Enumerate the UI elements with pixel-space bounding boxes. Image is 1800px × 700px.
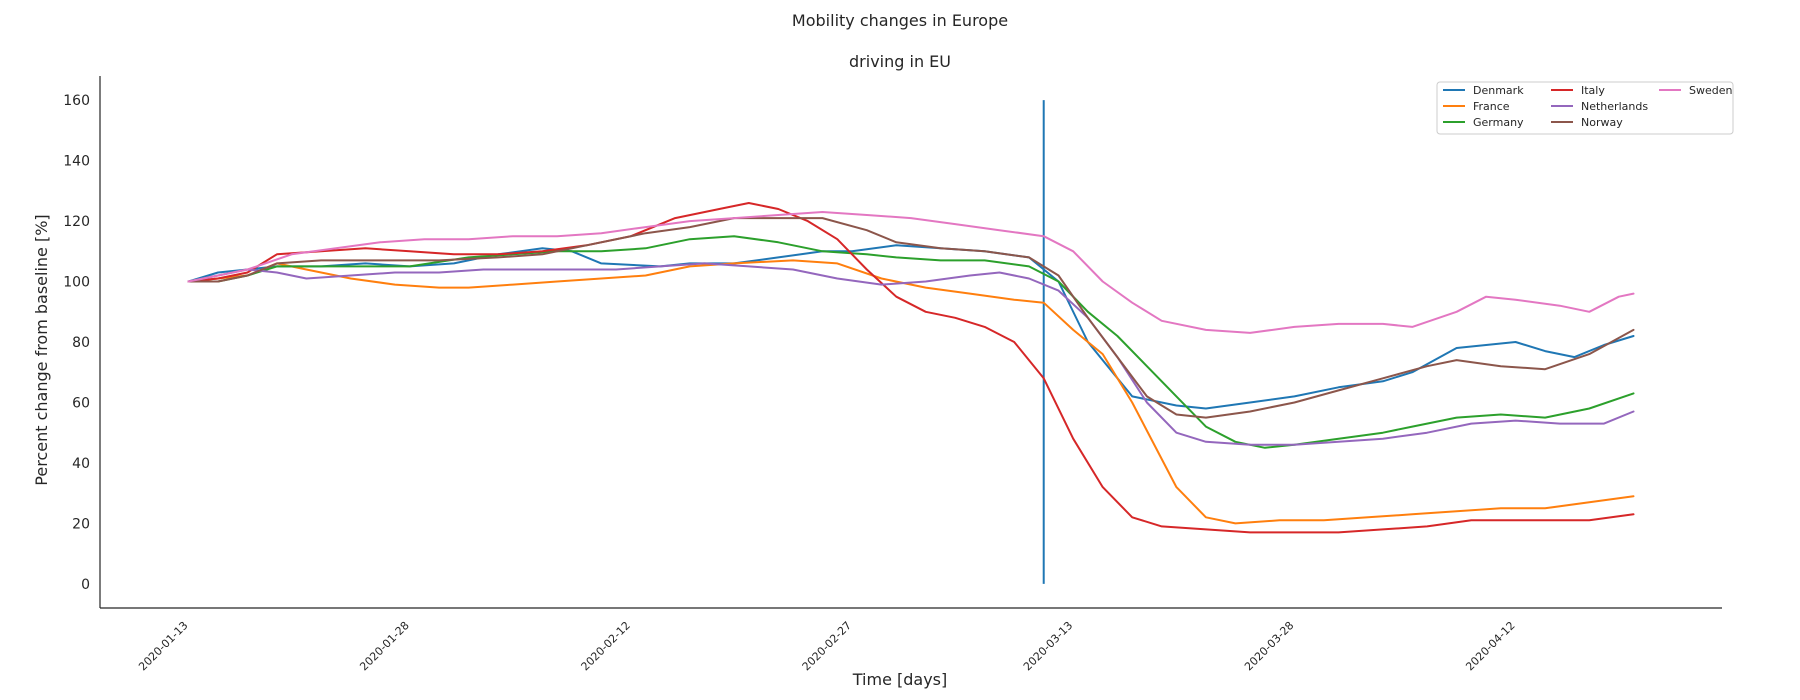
legend: Denmark France Germany Italy Netherlands Norw… xyxy=(1436,81,1734,135)
x-tick-label: 2020-02-12 xyxy=(579,619,633,673)
legend-entry-sweden: Sweden xyxy=(1689,84,1732,97)
x-tick-label: 2020-02-27 xyxy=(800,619,854,673)
y-axis-label: Percent change from baseline [%] xyxy=(32,214,51,485)
y-tick-label: 160 xyxy=(63,93,90,109)
legend-entry-netherlands: Netherlands xyxy=(1581,100,1648,113)
series-line-netherlands xyxy=(187,262,1635,446)
chart-title: Mobility changes in Europe xyxy=(792,11,1008,30)
y-tick-label: 100 xyxy=(63,275,90,291)
x-tick-label: 2020-03-28 xyxy=(1242,619,1296,673)
y-tick-label: 140 xyxy=(63,154,90,170)
y-tick-label: 40 xyxy=(72,456,90,472)
y-tick-label: 120 xyxy=(63,214,90,230)
x-tick-label: 2020-01-13 xyxy=(136,619,190,673)
x-axis-label: Time [days] xyxy=(852,670,948,689)
x-tick-label: 2020-04-12 xyxy=(1463,619,1517,673)
y-tick-label: 60 xyxy=(72,395,90,411)
series-line-germany xyxy=(187,235,1635,449)
series-line-france xyxy=(187,259,1635,525)
y-tick-label: 20 xyxy=(72,516,90,532)
series-lines xyxy=(187,202,1635,534)
y-tick-label: 80 xyxy=(72,335,90,351)
x-tick-label: 2020-01-28 xyxy=(357,619,411,673)
series-line-denmark xyxy=(187,244,1635,410)
y-ticks: 0 20 40 60 80 100 120 140 160 xyxy=(63,93,90,593)
legend-entry-italy: Italy xyxy=(1581,84,1605,97)
legend-entry-germany: Germany xyxy=(1473,116,1524,129)
legend-entry-norway: Norway xyxy=(1581,116,1623,129)
y-tick-label: 0 xyxy=(81,577,90,593)
series-line-sweden xyxy=(187,211,1635,334)
legend-box xyxy=(1436,81,1734,135)
series-line-norway xyxy=(187,217,1635,419)
x-ticks: 2020-01-13 2020-01-28 2020-02-12 2020-02-27… xyxy=(136,619,1517,673)
chart-subtitle: driving in EU xyxy=(849,52,951,71)
legend-entry-denmark: Denmark xyxy=(1473,84,1524,97)
axes xyxy=(99,76,1722,609)
x-tick-label: 2020-03-13 xyxy=(1021,619,1075,673)
series-line-italy xyxy=(187,202,1635,534)
legend-entry-france: France xyxy=(1473,100,1510,113)
